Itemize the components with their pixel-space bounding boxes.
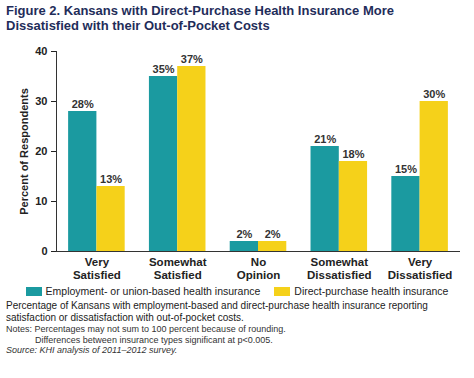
html-text:Notes: Percentages may not sum: Notes: Percentages may not sum to 100 pe… [6, 324, 286, 334]
html-text:Percentage of Kansans with emp: Percentage of Kansans with employment-ba… [6, 300, 428, 323]
svg-text:37%: 37% [181, 53, 203, 65]
svg-text:VeryDissatisfied: VeryDissatisfied [388, 256, 453, 281]
svg-text:0: 0 [41, 245, 47, 257]
svg-text:SomewhatDissatisfied: SomewhatDissatisfied [307, 256, 372, 281]
svg-text:NoOpinion: NoOpinion [237, 256, 280, 281]
svg-text:30: 30 [35, 95, 47, 107]
svg-text:2%: 2% [265, 228, 281, 240]
svg-text:13%: 13% [100, 173, 122, 185]
svg-text:40: 40 [35, 45, 47, 57]
svg-text:30%: 30% [423, 88, 445, 100]
html-text:Figure 2. Kansans with Direct-: Figure 2. Kansans with Direct-Purchase H… [6, 3, 394, 33]
html-text:Differences between insurance: Differences between insurance types sign… [35, 334, 273, 345]
html-text:Employment- or union-based hea: Employment- or union-based health insura… [45, 285, 261, 297]
svg-text:35%: 35% [153, 63, 175, 75]
svg-text:2%: 2% [236, 228, 252, 240]
svg-text:21%: 21% [314, 133, 336, 145]
svg-text:20: 20 [35, 145, 47, 157]
svg-text:SomewhatSatisfied: SomewhatSatisfied [149, 256, 207, 281]
svg-text:18%: 18% [342, 148, 364, 160]
svg-text:10: 10 [35, 195, 47, 207]
svg-text:28%: 28% [72, 98, 94, 110]
svg-text:VerySatisfied: VerySatisfied [73, 256, 121, 281]
svg-text:Percent of Respondents: Percent of Respondents [18, 88, 30, 215]
svg-text:15%: 15% [395, 163, 417, 175]
html-text:Source: KHI analysis of 2011–2: Source: KHI analysis of 2011–2012 survey… [6, 345, 178, 355]
html-text:Direct-purchase health insuran: Direct-purchase health insurance [294, 285, 449, 297]
